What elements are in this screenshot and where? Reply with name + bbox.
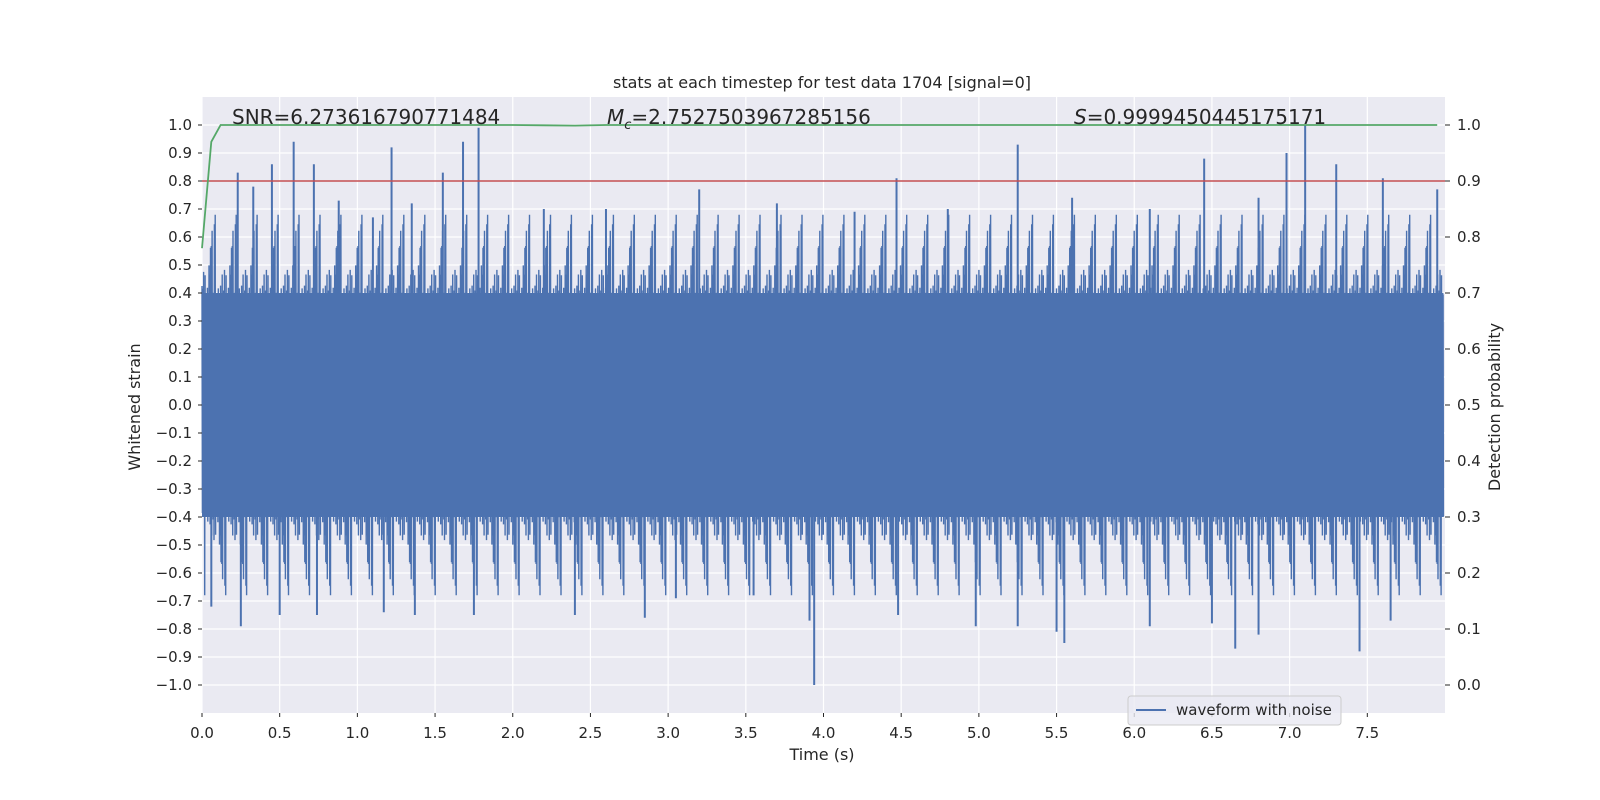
y2-tick-label: 0.3 — [1457, 508, 1481, 526]
x-axis-label: Time (s) — [788, 745, 854, 764]
y-tick-label: 0.2 — [168, 340, 192, 358]
y2-tick-label: 0.7 — [1457, 284, 1481, 302]
chirp-mass-annotation: Mc=2.7527503967285156 — [607, 105, 871, 133]
y2-tick-label: 0.6 — [1457, 340, 1481, 358]
y-tick-label: −0.8 — [156, 620, 192, 638]
y-axis-ticks: 1.0 0.9 0.8 0.7 0.6 0.5 0.4 0.3 0.2 0.1 0.0 −0.1 −0.… — [156, 116, 202, 694]
y2-tick-label: 0.2 — [1457, 564, 1481, 582]
y-tick-label: 0.5 — [168, 256, 192, 274]
x-tick-label: 0.0 — [190, 724, 214, 742]
x-axis-ticks: 0.0 0.5 1.0 1.5 2.0 2.5 3.0 3.5 4.0 4.5 5.0 5.5 6.0 6… — [190, 713, 1379, 742]
y2-tick-label: 0.8 — [1457, 228, 1481, 246]
x-tick-label: 1.5 — [423, 724, 447, 742]
x-tick-label: 2.5 — [579, 724, 603, 742]
x-tick-label: 3.0 — [656, 724, 680, 742]
x-tick-label: 0.5 — [268, 724, 292, 742]
legend: waveform with noise — [1127, 695, 1342, 726]
probability-line — [201, 124, 1438, 249]
y-tick-label: 0.6 — [168, 228, 192, 246]
x-tick-label: 2.0 — [501, 724, 525, 742]
x-tick-label: 6.0 — [1122, 724, 1146, 742]
waveform-core — [202, 293, 1444, 517]
y-tick-label: 0.0 — [168, 396, 192, 414]
y-tick-label: 0.9 — [168, 144, 192, 162]
legend-box — [1127, 695, 1342, 726]
score-symbol: S — [1074, 105, 1087, 129]
score-annotation: S=0.9999450445175171 — [1074, 105, 1326, 129]
y-tick-label: 1.0 — [168, 116, 192, 134]
y-tick-label: −0.2 — [156, 452, 192, 470]
legend-label: waveform with noise — [1176, 701, 1332, 719]
snr-annotation: SNR=6.273616790771484 — [232, 105, 500, 129]
x-tick-label: 4.5 — [889, 724, 913, 742]
x-tick-label: 4.0 — [812, 724, 836, 742]
chirp-mass-subscript: c — [624, 118, 631, 133]
chart-title: stats at each timestep for test data 170… — [613, 73, 1031, 92]
y-tick-label: −0.4 — [156, 508, 192, 526]
y-tick-label: 0.1 — [168, 368, 192, 386]
x-tick-label: 1.0 — [345, 724, 369, 742]
chirp-mass-value: =2.7527503967285156 — [631, 105, 870, 129]
waveform-series — [201, 125, 1445, 685]
y-tick-label: −0.9 — [156, 648, 192, 666]
y2-tick-label: 0.5 — [1457, 396, 1481, 414]
y-axis-label: Whitened strain — [125, 343, 144, 470]
x-tick-label: 7.5 — [1355, 724, 1379, 742]
y-tick-label: −1.0 — [156, 676, 192, 694]
y-tick-label: −0.3 — [156, 480, 192, 498]
probability-series — [201, 124, 1445, 249]
x-tick-label: 5.5 — [1045, 724, 1069, 742]
x-tick-label: 6.5 — [1200, 724, 1224, 742]
y-tick-label: −0.6 — [156, 564, 192, 582]
y-tick-label: 0.4 — [168, 284, 192, 302]
x-tick-label: 7.0 — [1278, 724, 1302, 742]
y2-tick-label: 0.1 — [1457, 620, 1481, 638]
chirp-mass-symbol: M — [607, 105, 624, 129]
y2-tick-label: 0.0 — [1457, 676, 1481, 694]
y-tick-label: −0.7 — [156, 592, 192, 610]
score-value: =0.9999450445175171 — [1087, 105, 1326, 129]
y-tick-label: 0.7 — [168, 200, 192, 218]
y2-axis-ticks: 1.0 0.9 0.8 0.7 0.6 0.5 0.4 0.3 0.2 0.1 0.0 — [1445, 116, 1481, 694]
y-tick-label: 0.3 — [168, 312, 192, 330]
y-tick-label: 0.8 — [168, 172, 192, 190]
y2-tick-label: 0.4 — [1457, 452, 1481, 470]
x-tick-label: 5.0 — [967, 724, 991, 742]
y2-tick-label: 1.0 — [1457, 116, 1481, 134]
y-tick-label: −0.1 — [156, 424, 192, 442]
y2-axis-label: Detection probability — [1485, 323, 1504, 491]
y2-tick-label: 0.9 — [1457, 172, 1481, 190]
x-tick-label: 3.5 — [734, 724, 758, 742]
y-tick-label: −0.5 — [156, 536, 192, 554]
